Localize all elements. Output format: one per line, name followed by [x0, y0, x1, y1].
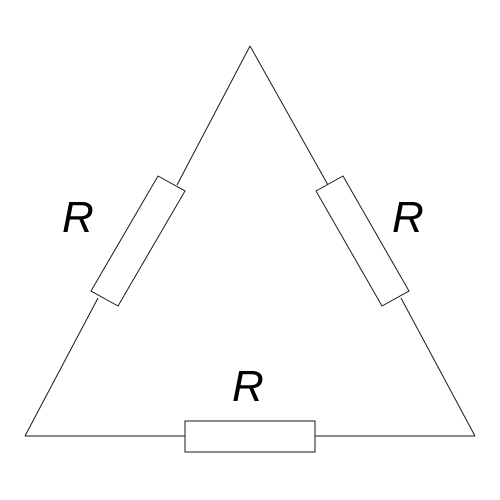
right-resistor	[315, 175, 410, 307]
bottom-resistor	[184, 420, 316, 453]
right-wire-top	[249, 45, 329, 186]
right-wire-bottom	[400, 297, 476, 437]
right-resistor-label: R	[392, 193, 424, 242]
left-wire-bottom	[24, 297, 99, 437]
left-wire-top	[176, 45, 251, 186]
left-resistor-label: R	[62, 193, 94, 242]
bottom-resistor-label: R	[232, 362, 264, 411]
left-resistor	[90, 175, 186, 307]
